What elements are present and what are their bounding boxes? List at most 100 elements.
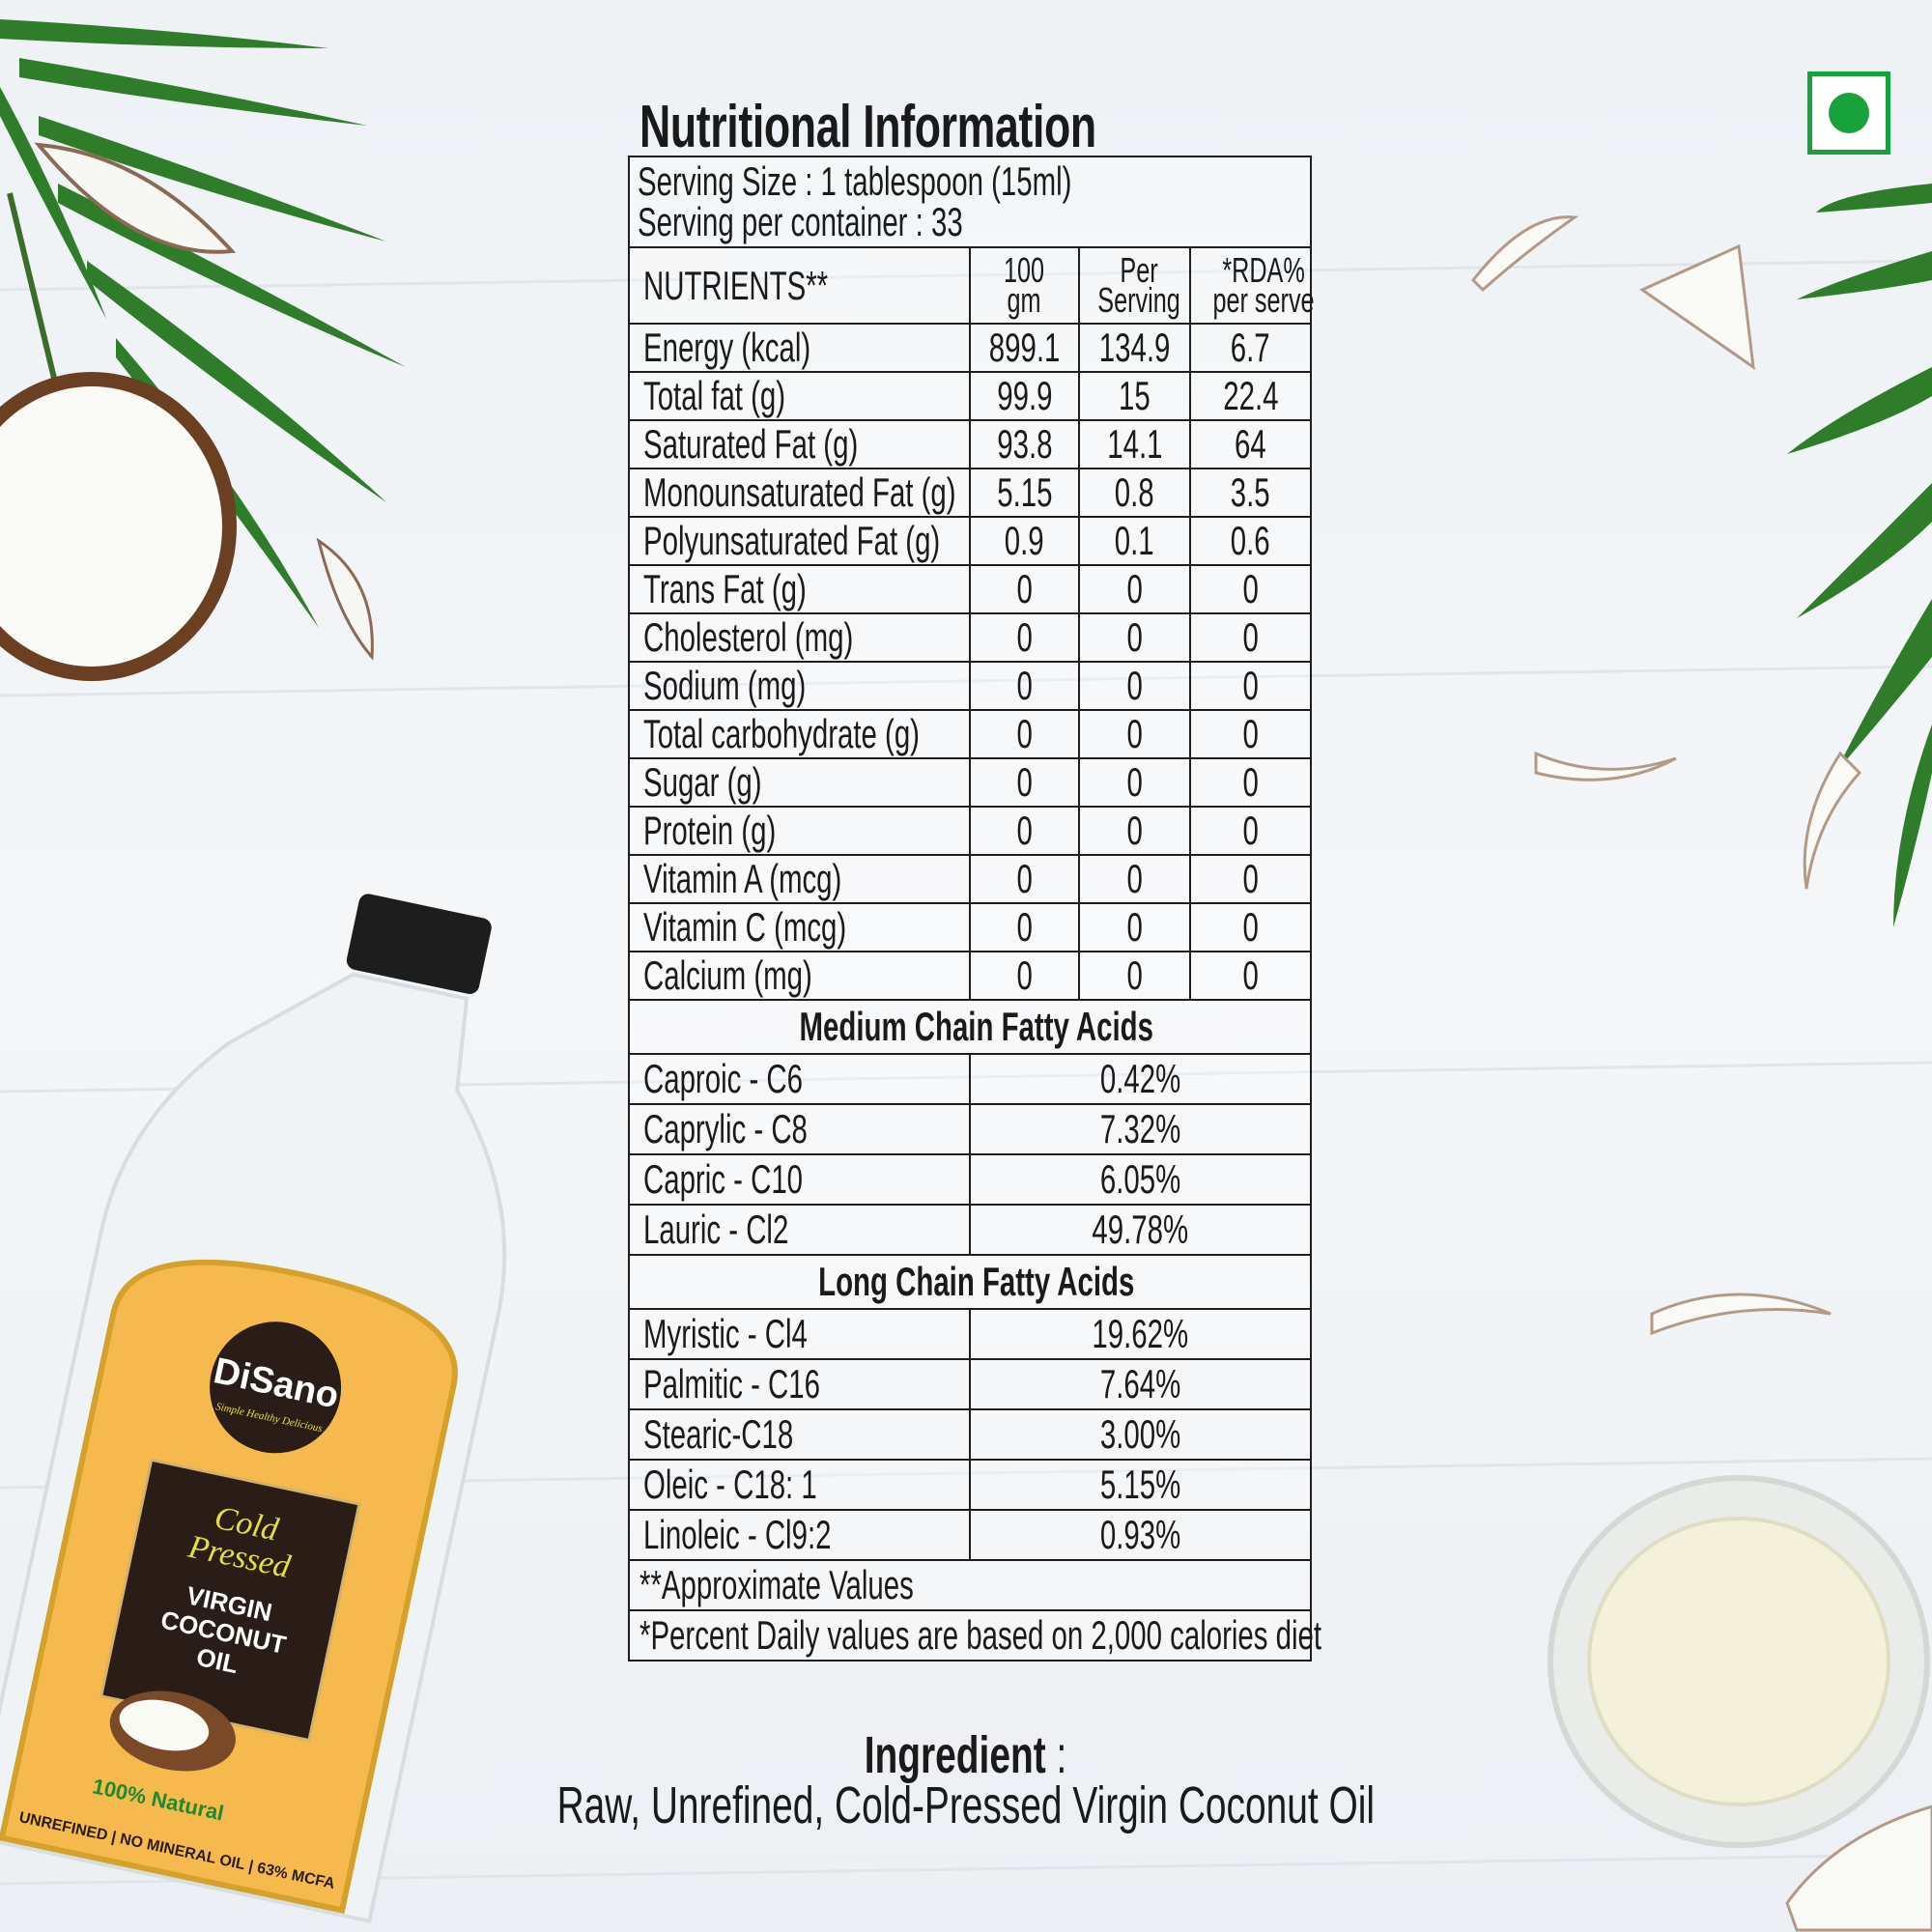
- rda-value: 0: [1242, 711, 1259, 756]
- rda-value: 0: [1242, 952, 1259, 998]
- per-serving-value: 0: [1126, 952, 1143, 998]
- fatty-acid-name: Linoleic - Cl9:2: [643, 1512, 832, 1557]
- nutrient-row: Cholesterol (mg) 0 0 0: [628, 612, 1312, 663]
- nutrient-name: Vitamin A (mcg): [643, 856, 842, 901]
- palm-leaf-right-image: [1787, 184, 1932, 927]
- fatty-acid-value: 6.05%: [1099, 1156, 1181, 1202]
- fatty-acid-name: Stearic-C18: [643, 1411, 794, 1457]
- nutrient-row: Vitamin C (mcg) 0 0 0: [628, 902, 1312, 952]
- rda-value: 0: [1242, 614, 1259, 660]
- fatty-acid-row: Palmitic - C16 7.64%: [628, 1358, 1312, 1410]
- nutrient-name: Saturated Fat (g): [643, 421, 859, 467]
- coconut-oil-bottle-image: DiSano Simple Healthy Delicious Cold Pre…: [0, 894, 507, 1923]
- per-serving-value: 0: [1126, 663, 1143, 708]
- per-serving-header: Per Serving: [1097, 249, 1180, 320]
- nutrient-name: Total carbohydrate (g): [643, 711, 920, 756]
- fatty-acid-row: Caproic - C6 0.42%: [628, 1053, 1312, 1105]
- coconut-piece-image: [34, 142, 237, 254]
- nutrient-name: Polyunsaturated Fat (g): [643, 518, 941, 563]
- nutrient-name: Sodium (mg): [643, 663, 807, 708]
- fatty-acid-name: Oleic - C18: 1: [643, 1462, 817, 1507]
- fatty-acid-value: 5.15%: [1099, 1462, 1181, 1507]
- per-serving-value: 0: [1126, 904, 1143, 950]
- rda-value: 0: [1242, 759, 1259, 805]
- fatty-acid-name: Caproic - C6: [643, 1056, 804, 1101]
- nutrient-row: Energy (kcal) 899.1 134.9 6.7: [628, 323, 1312, 373]
- nutrient-row: Total carbohydrate (g) 0 0 0: [628, 709, 1312, 759]
- per-100g-value: 0: [1016, 952, 1033, 998]
- nutrient-row: Sugar (g) 0 0 0: [628, 757, 1312, 808]
- fatty-acid-name: Caprylic - C8: [643, 1106, 808, 1151]
- nutrient-row: Total fat (g) 99.9 15 22.4: [628, 371, 1312, 421]
- per-serving-value: 0: [1126, 566, 1143, 611]
- nutrient-name: Total fat (g): [643, 373, 786, 418]
- rda-value: 3.5: [1231, 469, 1270, 515]
- per-100g-value: 0: [1016, 856, 1033, 901]
- fatty-acid-value: 49.78%: [1092, 1207, 1189, 1252]
- page-title: Nutritional Information: [639, 94, 1096, 160]
- per-serving-value: 0: [1126, 711, 1143, 756]
- nutrition-table: Serving Size : 1 tablespoon (15ml) Servi…: [628, 156, 1321, 1662]
- per-serving-value: 134.9: [1098, 325, 1171, 370]
- fatty-acid-row: Lauric - Cl2 49.78%: [628, 1204, 1312, 1256]
- per-100g-value: 0.9: [1005, 518, 1044, 563]
- lcfa-heading-row: Long Chain Fatty Acids: [628, 1254, 1312, 1310]
- rda-header: *RDA% per serve: [1212, 249, 1315, 320]
- nutrient-name: Sugar (g): [643, 759, 762, 805]
- per-100g-value: 0: [1016, 663, 1033, 708]
- oil-bowl-image: [1548, 1475, 1930, 1848]
- rda-value: 64: [1235, 421, 1266, 467]
- nutrient-name: Trans Fat (g): [643, 566, 807, 611]
- rda-value: 0: [1242, 856, 1259, 901]
- per-100g-value: 0: [1016, 614, 1033, 660]
- nutrient-name: Energy (kcal): [643, 325, 811, 370]
- fatty-acid-value: 0.93%: [1099, 1512, 1181, 1557]
- nutrient-name: Monounsaturated Fat (g): [643, 469, 956, 515]
- rda-value: 0: [1242, 904, 1259, 950]
- fatty-acid-row: Oleic - C18: 1 5.15%: [628, 1459, 1312, 1511]
- nutrient-row: Calcium (mg) 0 0 0: [628, 951, 1312, 1001]
- rda-value: 0: [1242, 566, 1259, 611]
- rda-value: 6.7: [1231, 325, 1270, 370]
- daily-note: *Percent Daily values are based on 2,000…: [639, 1612, 1322, 1658]
- rda-value: 0: [1242, 663, 1259, 708]
- fatty-acid-row: Linoleic - Cl9:2 0.93%: [628, 1509, 1312, 1561]
- fatty-acid-value: 0.42%: [1099, 1056, 1181, 1101]
- nutrient-name: Vitamin C (mcg): [643, 904, 847, 950]
- nutrient-row: Monounsaturated Fat (g) 5.15 0.8 3.5: [628, 468, 1312, 518]
- nutrient-row: Vitamin A (mcg) 0 0 0: [628, 854, 1312, 904]
- lcfa-title: Long Chain Fatty Acids: [818, 1259, 1135, 1304]
- per-serving-value: 0: [1126, 856, 1143, 901]
- nutrient-row: Trans Fat (g) 0 0 0: [628, 564, 1312, 614]
- veg-symbol-icon: [1807, 71, 1890, 155]
- per-100g-value: 0: [1016, 808, 1033, 853]
- fatty-acid-name: Capric - C10: [643, 1156, 804, 1202]
- per-100g-value: 0: [1016, 759, 1033, 805]
- footnote-row: *Percent Daily values are based on 2,000…: [628, 1609, 1321, 1662]
- per-100g-value: 5.15: [996, 469, 1053, 515]
- per-100g-value: 0: [1016, 711, 1033, 756]
- per-100-header: 100 gm: [1004, 249, 1045, 320]
- fatty-acid-name: Palmitic - C16: [643, 1361, 820, 1406]
- fatty-acid-value: 7.32%: [1099, 1106, 1181, 1151]
- nutrient-name: Protein (g): [643, 808, 777, 853]
- mcfa-title: Medium Chain Fatty Acids: [799, 1004, 1154, 1049]
- fatty-acid-row: Stearic-C18 3.00%: [628, 1408, 1312, 1461]
- per-serving-value: 0: [1126, 759, 1143, 805]
- nutrient-row: Polyunsaturated Fat (g) 0.9 0.1 0.6: [628, 516, 1312, 566]
- nutrient-row: Protein (g) 0 0 0: [628, 806, 1312, 856]
- rda-value: 22.4: [1222, 373, 1279, 418]
- fatty-acid-value: 3.00%: [1099, 1411, 1181, 1457]
- per-serving-value: 0.1: [1115, 518, 1154, 563]
- fatty-acid-name: Myristic - Cl4: [643, 1311, 808, 1356]
- per-100g-value: 99.9: [996, 373, 1053, 418]
- coconut-half-image: [0, 372, 237, 681]
- fatty-acid-value: 7.64%: [1099, 1361, 1181, 1406]
- per-100g-value: 899.1: [988, 325, 1061, 370]
- footnote-row: **Approximate Values: [628, 1559, 1312, 1611]
- nutrients-header: NUTRIENTS**: [643, 262, 829, 308]
- per-serving-value: 14.1: [1106, 421, 1163, 467]
- approx-note: **Approximate Values: [639, 1562, 914, 1607]
- per-serving-value: 0.8: [1115, 469, 1154, 515]
